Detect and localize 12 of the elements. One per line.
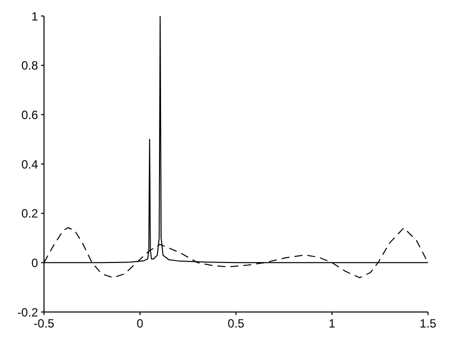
y-tick-label: 0.8 [21,58,38,73]
y-tick-label: 1 [31,9,38,24]
x-tick-label: 1 [328,316,336,331]
x-tick-label: 0.5 [228,316,245,331]
x-tick-label: -0.5 [34,316,55,331]
x-tick-label: 1.5 [420,316,437,331]
x-tick-label: 0 [136,316,144,331]
y-tick-label: -0.2 [17,305,38,320]
y-tick-label: 0.6 [21,108,38,122]
y-tick-label: 0 [31,256,38,270]
y-tick-label: 0.2 [21,206,38,221]
y-tick-label: 0.4 [21,157,38,172]
